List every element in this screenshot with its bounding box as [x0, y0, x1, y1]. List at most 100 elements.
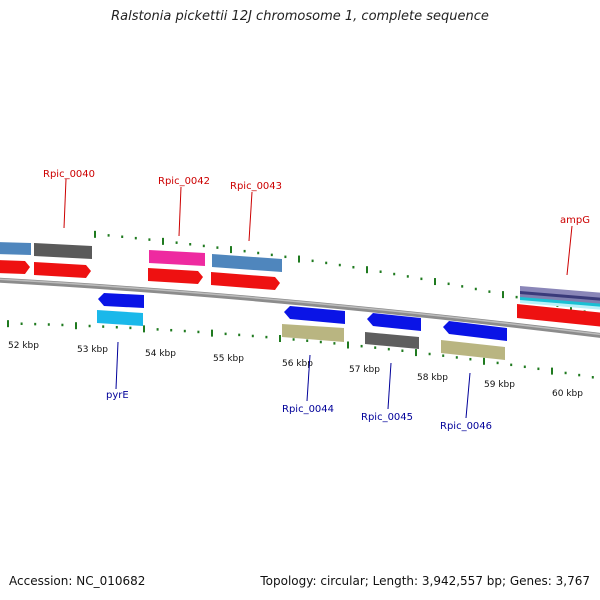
outer-major-tick	[298, 255, 300, 263]
inner-minor-tick	[564, 371, 567, 375]
label-rpic-0046[interactable]: Rpic_0046	[440, 421, 492, 432]
feature-rpic-0045-arrow[interactable]	[367, 313, 421, 331]
inner-minor-tick	[292, 338, 295, 341]
outer-major-tick	[434, 278, 436, 286]
label-rpic-0045[interactable]: Rpic_0045	[361, 412, 413, 423]
inner-major-tick	[7, 320, 9, 328]
feature-rpic-0046-arrow[interactable]	[443, 321, 507, 341]
feature-ampg-arrow[interactable]	[517, 304, 600, 327]
feature-rpic-0040-arrow[interactable]	[34, 262, 91, 278]
outer-minor-tick	[121, 235, 124, 238]
label-rpic-0043[interactable]: Rpic_0043	[230, 181, 282, 192]
label-pyre[interactable]: pyrE	[106, 390, 129, 401]
chromosome-backbone-highlight	[0, 278, 600, 336]
inner-major-tick	[211, 329, 213, 337]
feature-pyre-arrow[interactable]	[98, 293, 144, 308]
inner-minor-tick	[442, 354, 445, 357]
inner-minor-tick	[251, 334, 254, 338]
outer-minor-tick	[515, 295, 518, 299]
leader-rpic-0046	[465, 372, 471, 419]
outer-major-tick	[366, 266, 368, 274]
inner-major-tick	[551, 367, 553, 375]
ruler-label-53kbp: 53 kbp	[77, 345, 108, 355]
inner-minor-tick	[455, 356, 458, 359]
inner-minor-tick	[374, 346, 377, 349]
ruler-label-57kbp: 57 kbp	[349, 365, 380, 375]
reverse-features	[97, 293, 507, 360]
inner-minor-tick	[496, 361, 499, 365]
outer-minor-tick	[216, 246, 219, 249]
inner-minor-tick	[102, 325, 105, 328]
ruler-label-60kbp: 60 kbp	[552, 389, 583, 399]
inner-minor-tick	[319, 340, 322, 344]
feature-rpic-0042-pink[interactable]	[149, 250, 205, 266]
feature-rpic-0040-grey[interactable]	[34, 243, 92, 259]
inner-major-tick	[347, 341, 349, 349]
inner-minor-tick	[47, 323, 50, 326]
label-rpic-0042[interactable]: Rpic_0042	[158, 176, 210, 187]
leader-rpic-0040	[63, 178, 67, 229]
ruler-label-55kbp: 55 kbp	[213, 354, 244, 364]
feature-rpic-0044-arrow[interactable]	[284, 306, 345, 324]
inner-minor-tick	[183, 329, 186, 333]
outer-minor-tick	[257, 251, 260, 255]
outer-minor-tick	[270, 253, 273, 257]
feature-rpic-0045-grey[interactable]	[365, 332, 419, 349]
label-rpic-0044[interactable]: Rpic_0044	[282, 404, 334, 415]
feature-left-blue[interactable]	[0, 242, 31, 255]
inner-minor-tick	[469, 357, 472, 361]
inner-major-tick	[483, 357, 485, 365]
feature-rpic-0043-blue[interactable]	[212, 254, 282, 272]
outer-minor-tick	[338, 263, 341, 267]
feature-rpic-0042-arrow[interactable]	[148, 268, 203, 284]
inner-major-tick	[75, 322, 77, 330]
inner-minor-tick	[88, 324, 91, 328]
outer-minor-tick	[406, 275, 409, 278]
outer-minor-tick	[474, 287, 477, 291]
inner-minor-tick	[387, 347, 390, 351]
inner-minor-tick	[34, 322, 37, 326]
outer-minor-tick	[420, 277, 423, 281]
feature-rpic-0046-khaki[interactable]	[441, 340, 505, 360]
feature-pyre-cyan[interactable]	[97, 310, 143, 326]
inner-minor-tick	[428, 352, 431, 356]
inner-major-tick	[143, 325, 145, 333]
outer-tick-track	[94, 230, 600, 316]
inner-minor-tick	[401, 349, 404, 352]
inner-minor-tick	[197, 330, 200, 334]
outer-minor-tick	[243, 249, 246, 253]
inner-minor-tick	[156, 328, 159, 331]
outer-minor-tick	[175, 241, 178, 244]
leader-pyre	[115, 341, 119, 390]
inner-minor-tick	[265, 335, 268, 339]
label-rpic-0040[interactable]: Rpic_0040	[43, 169, 95, 180]
inner-minor-tick	[360, 344, 363, 348]
outer-minor-tick	[189, 243, 192, 246]
feature-rpic-0044-khaki[interactable]	[282, 324, 344, 342]
outer-minor-tick	[134, 236, 137, 240]
feature-left-red-arrow[interactable]	[0, 260, 30, 274]
ruler-label-58kbp: 58 kbp	[417, 373, 448, 383]
feature-ampg-stack[interactable]	[520, 286, 600, 310]
label-ampg[interactable]: ampG	[560, 215, 590, 226]
inner-minor-tick	[238, 333, 241, 337]
outer-minor-tick	[148, 238, 151, 241]
inner-minor-tick	[170, 328, 173, 332]
inner-minor-tick	[591, 376, 594, 379]
outer-minor-tick	[488, 290, 491, 293]
forward-features	[0, 242, 600, 327]
outer-minor-tick	[107, 234, 110, 237]
inner-minor-tick	[523, 365, 526, 369]
leader-rpic-0042	[178, 186, 182, 237]
outer-minor-tick	[461, 285, 464, 288]
chromosome-backbone	[0, 277, 600, 338]
ruler-label-59kbp: 59 kbp	[484, 380, 515, 390]
ruler-labels: 52 kbp 53 kbp 54 kbp 55 kbp 56 kbp 57 kb…	[8, 341, 583, 399]
genome-stats-text: Topology: circular; Length: 3,942,557 bp…	[260, 574, 590, 588]
outer-major-tick	[94, 230, 96, 238]
outer-major-tick	[230, 246, 232, 254]
feature-rpic-0043-arrow[interactable]	[211, 272, 280, 290]
map-title: Ralstonia pickettii 12J chromosome 1, co…	[111, 9, 489, 24]
